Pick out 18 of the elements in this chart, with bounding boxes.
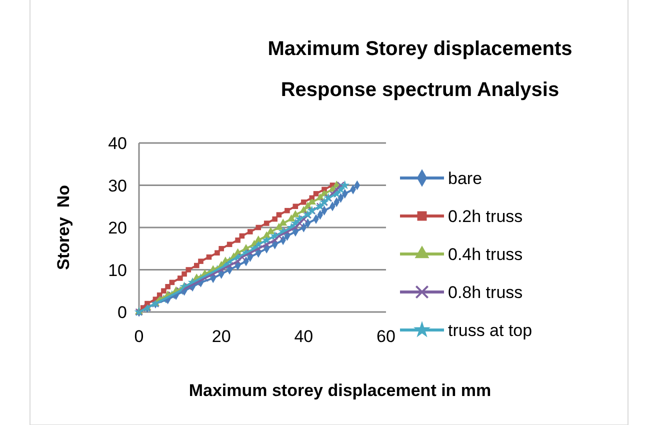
chart-subtitle: Response spectrum Analysis (280, 79, 560, 101)
y-tick-label: 30 (108, 176, 127, 196)
legend-label: truss at top (448, 321, 532, 340)
y-tick-label: 40 (108, 134, 127, 153)
x-axis-title: Maximum storey displacement in mm (188, 381, 492, 400)
x-tick-label: 60 (376, 327, 396, 346)
y-tick-label: 10 (108, 260, 127, 280)
x-tick-label: 40 (294, 327, 314, 346)
legend-label: bare (448, 169, 482, 188)
legend-label: 0.8h truss (448, 283, 523, 302)
y-tick-label: 0 (118, 303, 127, 322)
legend-label: 0.4h truss (448, 245, 523, 264)
chart-title: Maximum Storey displacements (268, 38, 572, 60)
y-axis-title: Storey No (54, 184, 73, 270)
y-tick-label: 20 (108, 218, 127, 238)
x-tick-label: 0 (134, 327, 144, 346)
legend-label: 0.2h truss (448, 207, 523, 226)
x-tick-label: 20 (212, 327, 231, 346)
